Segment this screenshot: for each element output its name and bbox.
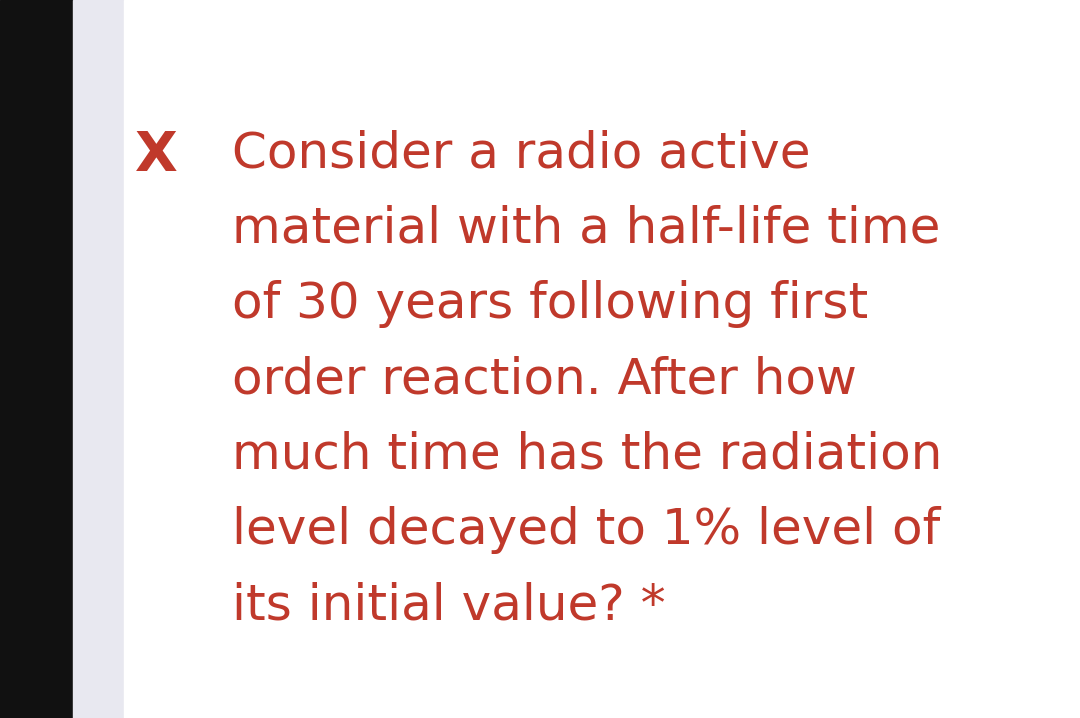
Bar — [0, 0, 73, 718]
Text: Consider a radio active: Consider a radio active — [232, 129, 811, 177]
Text: order reaction. After how: order reaction. After how — [232, 355, 858, 404]
Bar — [124, 0, 1080, 718]
Text: level decayed to 1% level of: level decayed to 1% level of — [232, 506, 941, 554]
Text: its initial value? *: its initial value? * — [232, 582, 666, 630]
Text: material with a half-life time: material with a half-life time — [232, 205, 941, 253]
Text: X: X — [135, 129, 178, 183]
Text: much time has the radiation: much time has the radiation — [232, 431, 943, 479]
Bar — [73, 0, 124, 718]
Text: of 30 years following first: of 30 years following first — [232, 280, 868, 328]
